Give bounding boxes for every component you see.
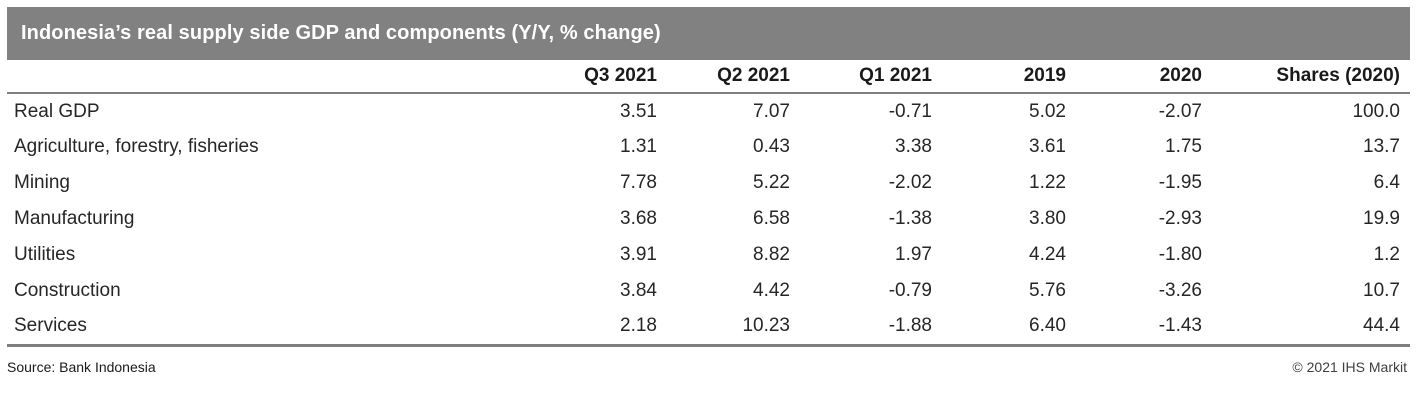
row-label: Real GDP bbox=[14, 100, 100, 122]
cell-value: 1.97 bbox=[895, 244, 932, 265]
cell-value: -1.38 bbox=[888, 208, 932, 229]
copyright-text: © 2021 IHS Markit bbox=[1292, 358, 1407, 375]
table-row-agriculture: Agriculture, forestry, fisheries 1.31 0.… bbox=[7, 129, 1410, 165]
cell-value: 10.23 bbox=[742, 315, 790, 337]
row-label: Agriculture, forestry, fisheries bbox=[14, 136, 259, 157]
cell-value: 2.18 bbox=[620, 315, 657, 337]
cell-value: -2.02 bbox=[888, 172, 932, 193]
cell-value: 5.22 bbox=[753, 172, 790, 193]
cell-value: 100.0 bbox=[1352, 100, 1400, 122]
cell-value: -2.93 bbox=[1158, 208, 1202, 229]
cell-value: 1.2 bbox=[1373, 244, 1400, 265]
cell-value: 3.91 bbox=[620, 244, 657, 265]
cell-value: -3.26 bbox=[1158, 280, 1202, 301]
table-row-utilities: Utilities 3.91 8.82 1.97 4.24 -1.80 1.2 bbox=[7, 237, 1410, 273]
cell-value: 7.78 bbox=[620, 172, 657, 193]
row-label: Manufacturing bbox=[14, 208, 135, 229]
cell-value: 6.58 bbox=[753, 208, 790, 229]
cell-value: 1.22 bbox=[1029, 172, 1066, 193]
cell-value: 1.31 bbox=[620, 136, 657, 157]
table-row-construction: Construction 3.84 4.42 -0.79 5.76 -3.26 … bbox=[7, 273, 1410, 309]
cell-value: -1.80 bbox=[1158, 244, 1202, 265]
cell-value: 0.43 bbox=[753, 136, 790, 157]
table-row-mining: Mining 7.78 5.22 -2.02 1.22 -1.95 6.4 bbox=[7, 165, 1410, 201]
table-row-real-gdp: Real GDP 3.51 7.07 -0.71 5.02 -2.07 100.… bbox=[7, 93, 1410, 129]
figure-title: Indonesia’s real supply side GDP and com… bbox=[21, 22, 661, 44]
cell-value: -0.71 bbox=[888, 100, 932, 122]
row-label: Mining bbox=[14, 172, 70, 193]
cell-value: 13.7 bbox=[1363, 136, 1400, 157]
cell-value: 8.82 bbox=[753, 244, 790, 265]
cell-value: 5.76 bbox=[1029, 280, 1066, 301]
cell-value: 4.24 bbox=[1029, 244, 1066, 265]
cell-value: 1.75 bbox=[1165, 136, 1202, 157]
row-label: Construction bbox=[14, 280, 121, 301]
cell-value: 44.4 bbox=[1363, 315, 1400, 337]
row-label: Services bbox=[14, 315, 87, 337]
cell-value: -1.88 bbox=[888, 315, 932, 337]
cell-value: 4.42 bbox=[753, 280, 790, 301]
gdp-components-table: Q3 2021 Q2 2021 Q1 2021 2019 2020 Shares… bbox=[7, 60, 1410, 347]
figure-footer: Source: Bank Indonesia © 2021 IHS Markit bbox=[7, 359, 1410, 375]
column-header-shares-2020: Shares (2020) bbox=[1202, 60, 1410, 94]
column-header-q1-2021: Q1 2021 bbox=[790, 60, 932, 94]
cell-value: 3.61 bbox=[1029, 136, 1066, 157]
header-row: Q3 2021 Q2 2021 Q1 2021 2019 2020 Shares… bbox=[7, 60, 1410, 94]
cell-value: 10.7 bbox=[1363, 280, 1400, 301]
cell-value: 7.07 bbox=[753, 100, 790, 122]
cell-value: -2.07 bbox=[1158, 100, 1202, 122]
cell-value: 3.84 bbox=[620, 280, 657, 301]
cell-value: 6.40 bbox=[1029, 315, 1066, 337]
table-row-manufacturing: Manufacturing 3.68 6.58 -1.38 3.80 -2.93… bbox=[7, 201, 1410, 237]
column-header-2019: 2019 bbox=[932, 60, 1066, 94]
cell-value: -1.43 bbox=[1158, 315, 1202, 337]
cell-value: -0.79 bbox=[888, 280, 932, 301]
column-header-q2-2021: Q2 2021 bbox=[657, 60, 790, 94]
cell-value: 5.02 bbox=[1029, 100, 1066, 122]
cell-value: 3.68 bbox=[620, 208, 657, 229]
cell-value: 3.38 bbox=[895, 136, 932, 157]
cell-value: 6.4 bbox=[1373, 172, 1400, 193]
row-label: Utilities bbox=[14, 244, 76, 265]
title-bar: Indonesia’s real supply side GDP and com… bbox=[7, 7, 1410, 60]
cell-value: -1.95 bbox=[1158, 172, 1202, 193]
table-row-services: Services 2.18 10.23 -1.88 6.40 -1.43 44.… bbox=[7, 309, 1410, 345]
cell-value: 3.80 bbox=[1029, 208, 1066, 229]
column-header-2020: 2020 bbox=[1066, 60, 1202, 94]
column-header-empty bbox=[7, 60, 547, 94]
column-header-q3-2021: Q3 2021 bbox=[547, 60, 657, 94]
cell-value: 3.51 bbox=[620, 100, 657, 122]
source-text: Source: Bank Indonesia bbox=[7, 358, 156, 375]
cell-value: 19.9 bbox=[1363, 208, 1400, 229]
